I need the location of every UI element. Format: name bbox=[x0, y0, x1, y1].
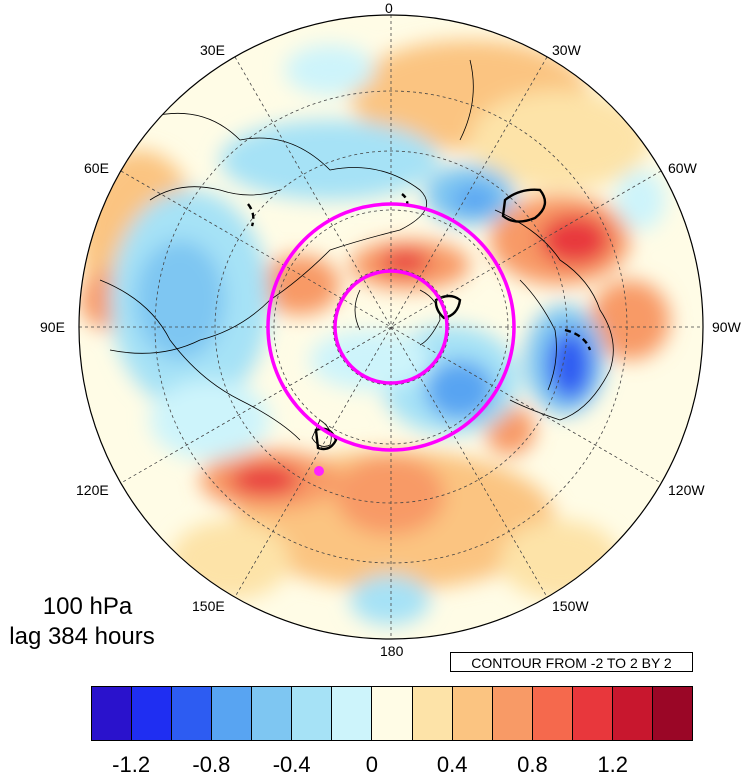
colorbar-box bbox=[292, 687, 333, 740]
map-boundary bbox=[78, 14, 704, 640]
colorbar-box bbox=[252, 687, 293, 740]
lon-label-150e: 150E bbox=[192, 598, 225, 614]
lon-label-60w: 60W bbox=[668, 160, 697, 176]
colorbar-box bbox=[412, 687, 453, 740]
lag-label: lag 384 hours bbox=[9, 623, 155, 650]
colorbar-box bbox=[452, 687, 493, 740]
contour-info-box: CONTOUR FROM -2 TO 2 BY 2 bbox=[450, 652, 693, 672]
colorbar-box bbox=[492, 687, 533, 740]
lon-label-180: 180 bbox=[380, 643, 404, 659]
lon-label-150w: 150W bbox=[552, 598, 589, 614]
lon-label-120w: 120W bbox=[668, 482, 705, 498]
coastlines bbox=[99, 59, 614, 447]
colorbar-box bbox=[212, 687, 253, 740]
lon-label-30e: 30E bbox=[200, 42, 225, 58]
level-label: 100 hPa bbox=[42, 593, 133, 620]
colorbar-box bbox=[132, 687, 173, 740]
colorbar-box bbox=[532, 687, 573, 740]
colorbar-box bbox=[332, 687, 373, 740]
colorbar-tick-label: -0.8 bbox=[192, 752, 231, 777]
colorbar-box bbox=[372, 687, 413, 740]
inner-ring bbox=[333, 269, 449, 385]
graticule bbox=[79, 15, 703, 639]
lon-label-60e: 60E bbox=[84, 160, 109, 176]
lon-label-90e: 90E bbox=[40, 319, 65, 335]
colorbar-tick-label: 1.2 bbox=[597, 752, 629, 777]
colorbar-tick-label: -1.2 bbox=[112, 752, 151, 777]
colorbar-box bbox=[172, 687, 213, 740]
colorbar-box bbox=[612, 687, 653, 740]
colorbar-tick-label: 0 bbox=[365, 752, 379, 777]
colorbar-tick-label: 0.8 bbox=[517, 752, 548, 777]
lon-label-120e: 120E bbox=[76, 482, 109, 498]
lon-label-0: 0 bbox=[385, 0, 393, 16]
colorbar-tick-label: 0.4 bbox=[436, 752, 468, 777]
colorbar-tick-label: -0.4 bbox=[272, 752, 311, 777]
anomaly-field bbox=[79, 15, 703, 639]
colorbar-box bbox=[92, 687, 133, 740]
lon-label-30w: 30W bbox=[552, 42, 581, 58]
lon-label-90w: 90W bbox=[712, 319, 741, 335]
colorbar-box bbox=[652, 687, 692, 740]
colorbar bbox=[91, 686, 693, 741]
location-marker bbox=[314, 466, 324, 476]
colorbar-box bbox=[572, 687, 613, 740]
outer-ring bbox=[266, 202, 516, 452]
